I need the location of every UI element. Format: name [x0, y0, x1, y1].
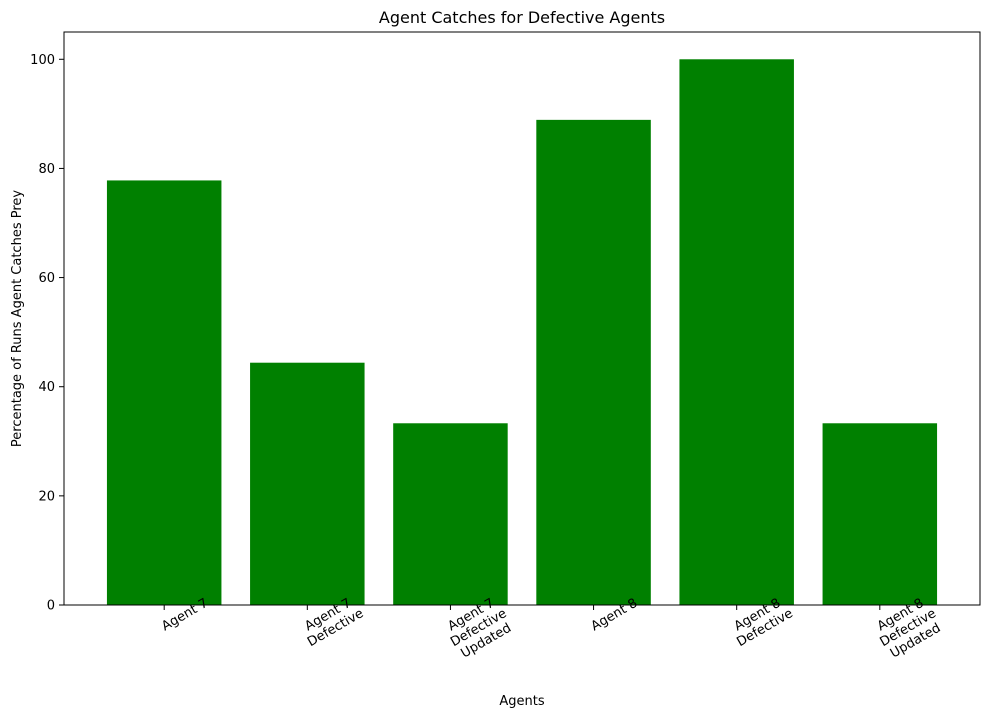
bar-5: [822, 423, 938, 605]
y-tick-label: 60: [38, 271, 55, 286]
y-tick-label: 0: [47, 599, 55, 614]
y-tick-label: 40: [38, 380, 55, 395]
x-axis-label: Agents: [499, 694, 544, 709]
bars-layer: [106, 59, 938, 606]
y-axis-ticks: 0 20 40 60 80 100: [30, 53, 64, 614]
x-tick-label: Agent 7DefectiveUpdated: [441, 593, 517, 663]
y-axis-label: Percentage of Runs Agent Catches Prey: [10, 190, 25, 447]
chart-title: Agent Catches for Defective Agents: [379, 8, 665, 27]
axes-layer: [63, 31, 981, 606]
bar-0: [106, 180, 222, 606]
plot-frame: [63, 31, 981, 606]
bar-2: [393, 423, 508, 605]
y-tick-label: 20: [38, 489, 55, 504]
y-tick-label: 100: [30, 53, 55, 68]
bar-3: [536, 119, 651, 606]
bar-4: [679, 59, 794, 606]
svg-text:Agent 7DefectiveUpdated: Agent 7DefectiveUpdated: [441, 593, 517, 663]
y-tick-label: 80: [38, 162, 55, 177]
bar-1: [250, 362, 365, 605]
